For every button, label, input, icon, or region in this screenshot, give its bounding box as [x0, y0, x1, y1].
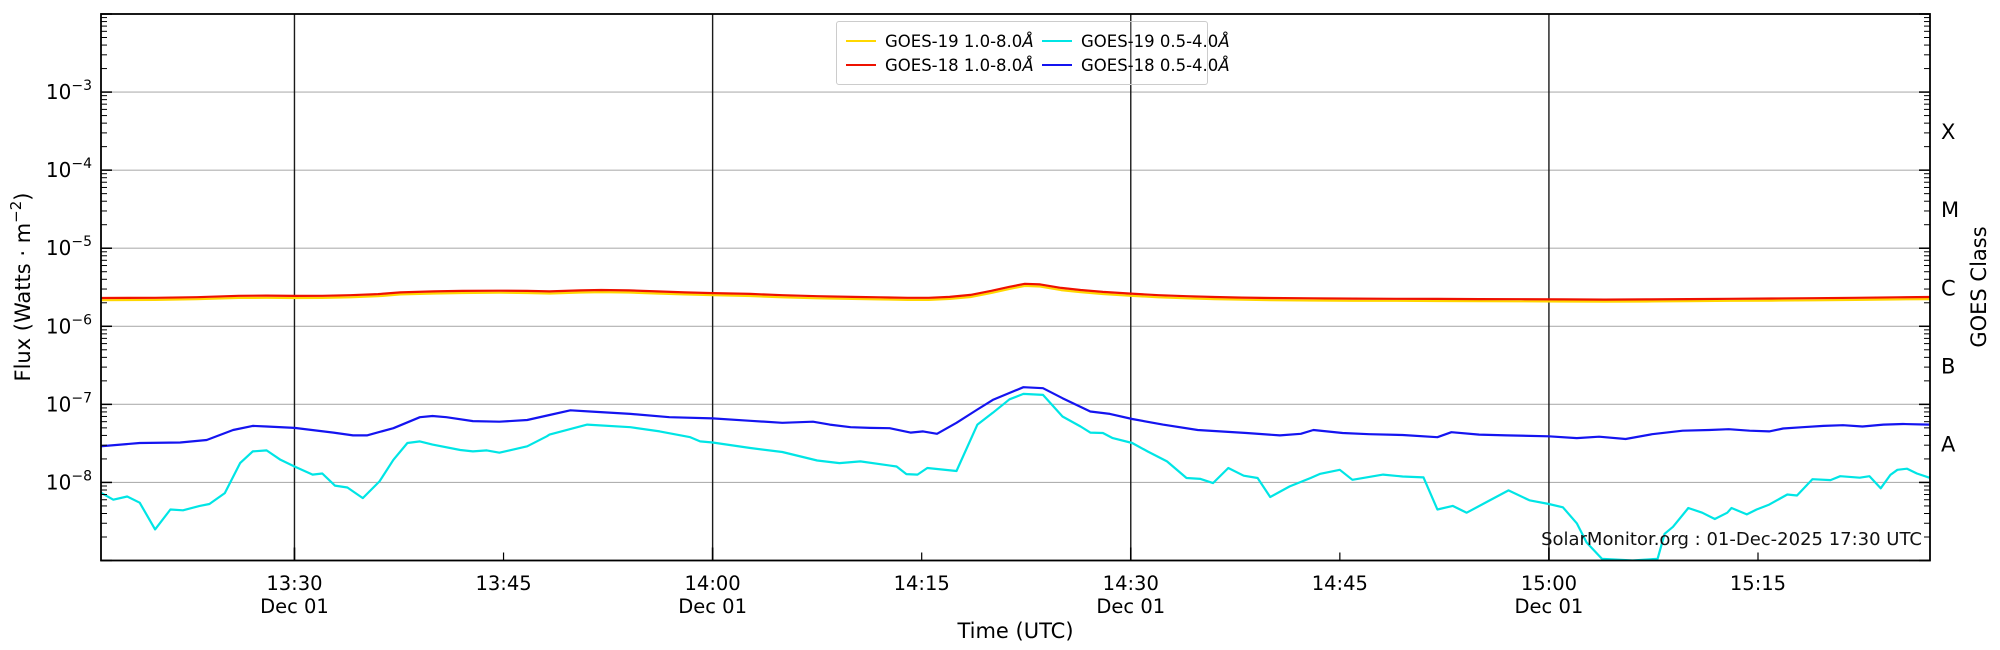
legend-swatch-goes-19-short: [1042, 40, 1072, 42]
goes-class-label: M: [1941, 198, 1959, 222]
x-tick-label: 15:15: [1730, 572, 1786, 595]
legend-label-goes-19-long: GOES-19 1.0-8.0Å: [885, 31, 1034, 51]
legend-swatch-goes-18-long: [846, 64, 876, 66]
x-tick-date-label: Dec 01: [1096, 595, 1165, 618]
goes-class-label: C: [1941, 276, 1956, 300]
x-tick-label: 14:00: [685, 572, 741, 595]
y-tick-label: 10−8: [46, 468, 92, 494]
y-tick-label: 10−5: [46, 234, 92, 260]
series-line-goes-18-short: [101, 386, 1930, 448]
x-tick-label: 15:00: [1521, 572, 1577, 595]
legend-swatch-goes-18-short: [1042, 64, 1072, 66]
goes-class-label: B: [1941, 354, 1955, 378]
series-line-goes-18-long: [101, 282, 1930, 301]
axis-title-flux: Flux (Watts · m−2): [7, 192, 35, 381]
x-tick-label: 14:15: [894, 572, 950, 595]
legend-label-goes-19-short: GOES-19 0.5-4.0Å: [1081, 31, 1230, 51]
series-line-goes-19-long: [101, 284, 1930, 303]
legend-item-goes-19-long: GOES-19 1.0-8.0Å: [846, 32, 1042, 51]
y-tick-label: 10−7: [46, 390, 92, 416]
series-group: [101, 282, 1930, 561]
y-tick-label: 10−3: [46, 78, 92, 104]
x-tick-date-label: Dec 01: [1515, 595, 1584, 618]
legend-item-goes-18-short: GOES-18 0.5-4.0Å: [1042, 56, 1230, 75]
legend-label-goes-18-short: GOES-18 0.5-4.0Å: [1081, 55, 1230, 75]
axis-title-time: Time (UTC): [956, 619, 1073, 643]
x-tick-date-label: Dec 01: [260, 595, 329, 618]
x-tick-label: 14:30: [1103, 572, 1159, 595]
legend-label-goes-18-long: GOES-18 1.0-8.0Å: [885, 55, 1034, 75]
goes-class-label: X: [1941, 120, 1955, 144]
x-tick-label: 13:30: [266, 572, 322, 595]
x-tick-label: 13:45: [475, 572, 531, 595]
x-tick-date-label: Dec 01: [678, 595, 747, 618]
axis-title-goes-class: GOES Class: [1967, 226, 1991, 347]
series-line-goes-19-short: [101, 392, 1930, 561]
legend: GOES-19 1.0-8.0Å GOES-18 1.0-8.0Å GOES-1…: [836, 21, 1230, 85]
legend-item-goes-18-long: GOES-18 1.0-8.0Å: [846, 56, 1042, 75]
y-tick-label: 10−6: [46, 312, 92, 338]
legend-item-goes-19-short: GOES-19 0.5-4.0Å: [1042, 32, 1230, 51]
watermark: SolarMonitor.org : 01-Dec-2025 17:30 UTC: [1541, 529, 1922, 550]
goes-class-label: A: [1941, 432, 1956, 456]
x-tick-label: 14:45: [1312, 572, 1368, 595]
legend-swatch-goes-19-long: [846, 40, 876, 42]
plot-border: [100, 13, 1931, 562]
y-tick-label: 10−4: [46, 156, 92, 182]
